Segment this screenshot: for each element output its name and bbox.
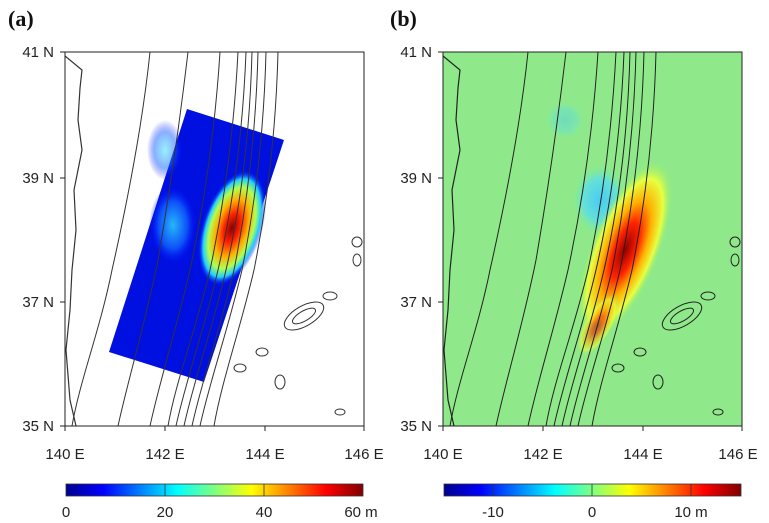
panel-b-x-ticks: 140 E 142 E 144 E 146 E [423,446,757,463]
tick-label: 144 E [245,446,284,463]
tick-label: 39 N [22,170,54,187]
seamounts [233,236,363,416]
panel-b-map [443,52,742,426]
tick-label: 35 N [400,418,432,435]
panel-a-label: (a) [8,6,34,31]
panel-b-label: (b) [390,6,417,31]
tick-label: 146 E [718,446,757,463]
panel-b-frame [442,51,743,427]
tick-label: 146 E [344,446,383,463]
panel-a-frame [64,51,365,427]
tick-label: 142 E [523,446,562,463]
panel-a-x-ticks: 140 E 142 E 144 E 146 E [45,446,383,463]
tick-label: 144 E [623,446,662,463]
tick-label: 37 N [400,294,432,311]
tick-label: 140 E [45,446,84,463]
seamounts [611,236,741,416]
panel-a: (a) [8,6,384,521]
tick-label: 39 N [400,170,432,187]
colorbar-label: 20 [157,504,174,521]
colorbar-label: 0 [588,504,596,521]
tick-label: 140 E [423,446,462,463]
colorbar-label: -10 [482,504,504,521]
panel-a-colorbar: 0 20 40 60 m [62,483,378,521]
colorbar-label: 40 [256,504,273,521]
coastline [443,55,461,426]
tick-label: 41 N [400,44,432,61]
tick-label: 35 N [22,418,54,435]
bathymetry-contours [71,52,279,426]
panel-b-colorbar: -10 0 10 m [443,483,742,521]
panel-b-y-ticks: 41 N 39 N 37 N 35 N [400,44,432,435]
tick-label: 37 N [22,294,54,311]
panel-b: (b) [390,6,758,521]
colorbar-label: 0 [62,504,70,521]
coastline [65,55,83,426]
panel-a-map [65,52,364,426]
panel-a-y-ticks: 41 N 39 N 37 N 35 N [22,44,54,435]
colorbar-label: 10 m [674,504,707,521]
bathymetry-contours [449,52,657,426]
tick-label: 142 E [145,446,184,463]
colorbar-label: 60 m [344,504,377,521]
tick-label: 41 N [22,44,54,61]
